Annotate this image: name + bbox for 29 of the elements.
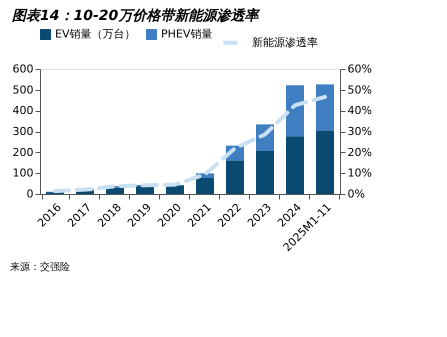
source-note: 来源：交强险 (10, 261, 70, 273)
legend-label: 新能源渗透率 (252, 36, 318, 49)
bar (196, 178, 214, 194)
bar (316, 130, 334, 194)
bar (256, 150, 274, 194)
line-series (53, 94, 327, 194)
y2-tick-label: 40% (348, 104, 372, 118)
y-tick-label: 400 (12, 104, 34, 118)
bar (286, 136, 304, 194)
y2-tick-label: 20% (348, 146, 372, 159)
y2-tick-label: 50% (348, 83, 372, 96)
y-tick-label: 600 (12, 62, 34, 76)
legend-label: PHEV销量 (161, 28, 212, 41)
y2-tick-label: 0% (348, 188, 365, 200)
legend-label: EV销量（万台） (55, 28, 136, 41)
y-tick-label: 500 (12, 83, 34, 96)
y-tick-label: 0 (26, 188, 34, 200)
y-tick-label: 300 (12, 125, 34, 138)
bar (136, 186, 154, 194)
bar (286, 85, 304, 136)
bar (316, 84, 334, 131)
bar (226, 160, 244, 194)
bar (166, 186, 184, 194)
y-tick-label: 200 (12, 146, 34, 159)
y2-tick-label: 30% (348, 125, 372, 138)
y-tick-label: 100 (12, 166, 34, 180)
chart-title: 图表14：10-20万价格带新能源渗透率 (12, 7, 260, 24)
y2-tick-label: 10% (348, 166, 372, 180)
y2-tick-label: 60% (348, 62, 372, 76)
